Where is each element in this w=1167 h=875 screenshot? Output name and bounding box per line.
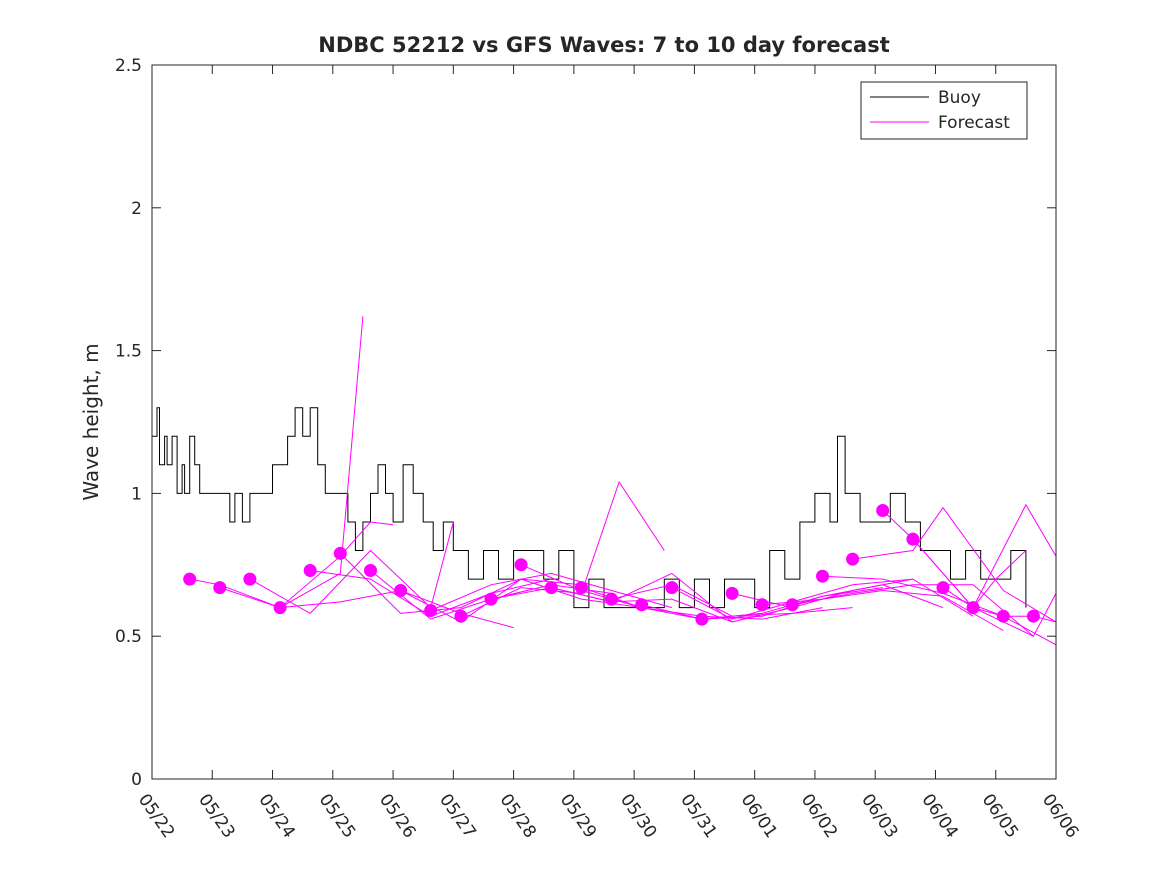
forecast-marker [243,572,257,586]
forecast-run-line-3 [249,521,454,615]
forecast-marker [183,572,197,586]
x-tick-label: 06/02 [797,790,841,842]
x-tick-label: 06/06 [1038,790,1082,842]
forecast-marker [635,598,649,612]
forecast-marker [966,601,980,615]
forecast-run-line-23 [852,506,1057,623]
y-tick-label: 0.5 [115,627,142,647]
forecast-marker [574,581,588,595]
forecast-marker [906,532,920,546]
forecast-marker [273,601,287,615]
forecast-marker [394,584,408,597]
forecast-marker [725,586,739,600]
forecast-marker [996,609,1010,623]
x-tick-label: 06/04 [917,790,961,842]
forecast-marker [454,609,468,623]
x-tick-label: 05/22 [134,790,178,842]
forecast-run-line-25 [912,538,1027,609]
y-tick-label: 2.5 [115,56,142,76]
x-tick-label: 05/28 [496,790,540,842]
forecast-marker [364,564,377,577]
forecast-marker [936,581,950,595]
x-tick-label: 05/23 [194,790,238,842]
axes-box [151,64,1057,780]
forecast-marker [303,564,317,577]
x-tick-label: 05/25 [315,790,359,842]
legend-forecast-label: Forecast [938,113,1010,133]
forecast-marker [816,569,829,583]
x-tick-label: 05/24 [254,790,298,842]
x-tick-label: 05/26 [375,790,419,842]
x-tick-label: 05/27 [435,790,479,842]
y-tick-label: 0 [131,770,142,790]
x-tick-label: 05/30 [616,790,660,842]
axis-ticks: 0 0.5 1 1.5 2 2.5 05/22 05/23 05/24 05/25 05/26 05/… [115,56,1082,842]
forecast-run-line-1 [189,316,364,609]
forecast-marker [665,581,679,595]
legend: Buoy Forecast [860,81,1028,140]
forecast-run-line-18 [701,584,944,620]
x-tick-label: 06/05 [978,790,1022,842]
y-tick-label: 1.5 [115,342,142,362]
x-tick-label: 05/29 [556,790,600,842]
y-axis-label: Wave height, m [79,343,103,500]
forecast-marker [876,504,890,517]
forecast-marker [755,598,769,612]
x-tick-label: 05/31 [676,790,720,842]
chart-title: NDBC 52212 vs GFS Waves: 7 to 10 day for… [318,33,889,57]
forecast-marker [333,546,347,560]
forecast-marker [213,581,227,595]
forecast-marker [695,612,709,626]
forecast-run-line-20 [762,589,1004,631]
forecast-marker [484,592,498,606]
forecast-marker [846,552,860,566]
forecast-marker [544,581,558,595]
plot-marks [152,316,1057,646]
legend-box [860,81,1028,140]
forecast-run-line-27 [972,607,1057,623]
forecast-marker [1026,609,1040,623]
y-tick-label: 2 [131,199,142,219]
forecast-run-line-6 [339,553,582,614]
legend-buoy-label: Buoy [938,88,981,108]
forecast-run-line-24 [882,503,1057,609]
forecast-marker [424,604,438,617]
forecast-marker [514,558,528,572]
x-tick-label: 06/01 [737,790,781,842]
y-tick-label: 1 [131,484,142,504]
buoy-series-line [152,407,1027,609]
forecast-run-line-21 [792,584,1034,637]
forecast-run-line-9 [430,572,672,611]
forecast-marker [785,598,799,612]
x-tick-label: 06/03 [857,790,901,842]
forecast-marker [605,592,618,606]
